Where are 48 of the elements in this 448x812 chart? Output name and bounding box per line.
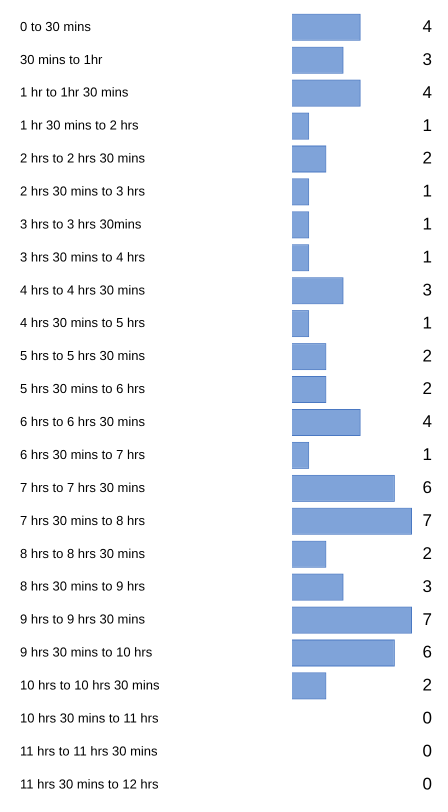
y-tick-label: 9 hrs to 9 hrs 30 mins <box>20 612 146 627</box>
y-tick-label: 1 hr to 1hr 30 mins <box>20 84 129 100</box>
data-label: 6 <box>422 478 432 498</box>
y-tick-label: 8 hrs 30 mins to 9 hrs <box>20 578 146 594</box>
y-tick-label: 2 hrs to 2 hrs 30 mins <box>20 150 146 166</box>
data-label: 1 <box>422 313 432 332</box>
data-label: 7 <box>422 610 432 629</box>
y-tick-label: 10 hrs to 10 hrs 30 mins <box>20 678 160 693</box>
data-label: 3 <box>422 50 432 69</box>
y-tick-label: 3 hrs to 3 hrs 30mins <box>20 216 142 232</box>
data-label: 7 <box>422 510 432 530</box>
data-label: 0 <box>422 741 432 760</box>
y-tick-label: 9 hrs 30 mins to 10 hrs <box>20 644 153 660</box>
y-tick-label: 4 hrs to 4 hrs 30 mins <box>20 282 146 298</box>
y-tick-label: 5 hrs 30 mins to 6 hrs <box>20 381 146 396</box>
data-label: 3 <box>422 576 432 596</box>
y-tick-label: 11 hrs 30 mins to 12 hrs <box>20 776 159 792</box>
data-label: 2 <box>422 676 432 695</box>
y-tick-label: 0 to 30 mins <box>20 18 92 34</box>
data-label: 2 <box>422 346 432 366</box>
y-tick-label: 2 hrs 30 mins to 3 hrs <box>20 184 146 199</box>
y-tick-label: 8 hrs to 8 hrs 30 mins <box>20 546 146 561</box>
data-label: 0 <box>422 708 432 728</box>
y-tick-label: 5 hrs to 5 hrs 30 mins <box>20 348 146 364</box>
data-label: 2 <box>422 148 432 168</box>
data-label: 2 <box>422 379 432 398</box>
y-tick-label: 1 hr 30 mins to 2 hrs <box>20 118 139 133</box>
y-tick-label: 4 hrs 30 mins to 5 hrs <box>20 315 146 330</box>
data-label: 4 <box>422 412 432 432</box>
y-tick-label: 3 hrs 30 mins to 4 hrs <box>20 249 146 264</box>
data-label: 4 <box>422 82 432 102</box>
data-label: 0 <box>422 774 432 794</box>
y-tick-label: 7 hrs to 7 hrs 30 mins <box>20 480 146 495</box>
y-tick-label: 30 mins to 1hr <box>20 52 104 67</box>
y-tick-label: 6 hrs 30 mins to 7 hrs <box>20 446 146 462</box>
data-label: 6 <box>422 642 432 662</box>
data-label: 4 <box>422 16 432 36</box>
data-label: 1 <box>422 116 432 135</box>
data-label: 3 <box>422 280 432 300</box>
y-tick-label: 11 hrs to 11 hrs 30 mins <box>20 743 158 758</box>
data-label: 1 <box>422 214 432 234</box>
y-tick-label: 7 hrs 30 mins to 8 hrs <box>20 512 146 528</box>
data-label: 2 <box>422 544 432 563</box>
data-label: 1 <box>422 445 432 464</box>
y-tick-label: 10 hrs 30 mins to 11 hrs <box>20 710 159 726</box>
y-tick-label: 6 hrs to 6 hrs 30 mins <box>20 414 146 430</box>
data-label: 1 <box>422 182 432 201</box>
data-label: 1 <box>422 247 432 266</box>
